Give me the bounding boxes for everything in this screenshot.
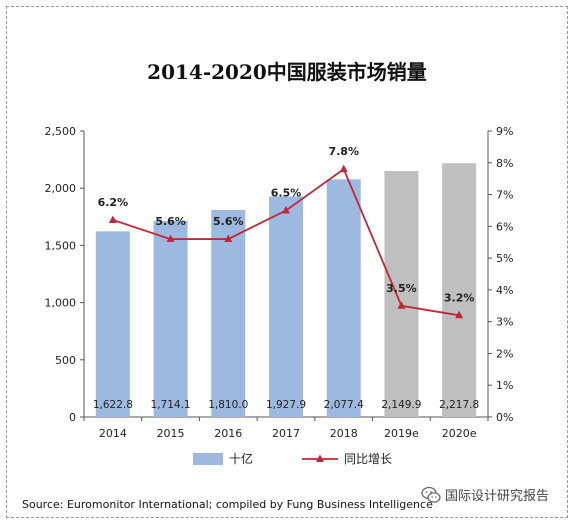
frame-border-left: [6, 6, 7, 518]
y-tick-left-label: 1,500: [45, 239, 77, 252]
legend-bar-label: 十亿: [229, 451, 253, 466]
bar-value-label: 1,927.9: [266, 399, 306, 411]
growth-value-label: 6.2%: [98, 196, 129, 209]
bar-value-label: 1,810.0: [208, 399, 248, 411]
growth-point: [397, 301, 406, 309]
growth-point: [224, 234, 233, 243]
x-tick-label: 2017: [272, 427, 300, 440]
x-tick-label: 2018: [330, 427, 358, 440]
growth-point: [282, 205, 290, 214]
y-tick-right-label: 2%: [496, 347, 513, 360]
bar: [326, 179, 361, 417]
x-tick-label: 2016: [214, 427, 242, 440]
bar-value-label: 2,149.9: [381, 399, 421, 411]
watermark-text: 国际设计研究报告: [445, 489, 550, 504]
source-note: Source: Euromonitor International; compi…: [22, 498, 433, 511]
growth-point: [455, 310, 464, 319]
bar-value-label: 2,077.4: [324, 399, 364, 411]
y-tick-right-label: 4%: [496, 284, 513, 297]
growth-value-label: 3.5%: [386, 282, 417, 295]
bar-value-label: 1,714.1: [151, 399, 191, 411]
y-tick-right-label: 0%: [496, 411, 513, 424]
frame-border-bottom: [6, 517, 568, 518]
growth-point: [339, 164, 348, 173]
growth-value-label: 7.8%: [328, 145, 359, 158]
y-tick-right-label: 1%: [496, 379, 513, 392]
legend-line-label: 同比增长: [344, 452, 392, 466]
bar: [95, 231, 130, 417]
growth-value-label: 3.2%: [444, 291, 475, 304]
y-tick-left-label: 1,000: [45, 297, 77, 310]
chart-title: 2014-2020中国服装市场销量: [147, 60, 427, 84]
y-tick-right-label: 5%: [496, 252, 513, 265]
legend-bar-swatch: [193, 453, 223, 465]
bar: [384, 171, 419, 417]
wechat-icon: [421, 486, 441, 503]
y-tick-left-label: 2,000: [45, 182, 77, 195]
y-tick-right-label: 7%: [496, 189, 513, 202]
y-tick-right-label: 6%: [496, 220, 513, 233]
frame-border-top: [6, 6, 568, 7]
bar: [211, 209, 246, 417]
y-tick-left-label: 0: [69, 411, 76, 424]
bar: [442, 163, 477, 417]
legend-line-marker: [316, 454, 324, 462]
x-tick-label: 2015: [157, 427, 185, 440]
y-tick-left-label: 500: [55, 354, 76, 367]
x-tick-label: 2019e: [384, 427, 419, 440]
bar: [269, 196, 303, 417]
growth-value-label: 5.6%: [213, 215, 244, 228]
bar: [153, 220, 188, 417]
growth-point: [108, 215, 117, 223]
growth-value-label: 6.5%: [271, 186, 302, 199]
watermark: 国际设计研究报告: [421, 485, 549, 504]
y-tick-right-label: 9%: [496, 125, 513, 138]
x-tick-label: 2014: [99, 427, 127, 440]
y-tick-right-label: 3%: [496, 316, 513, 329]
y-tick-left-label: 2,500: [45, 125, 77, 138]
frame-border-right: [567, 6, 568, 518]
growth-point: [166, 234, 175, 243]
x-tick-label: 2020e: [442, 427, 477, 440]
y-tick-right-label: 8%: [496, 157, 513, 170]
bar-value-label: 2,217.8: [439, 399, 479, 411]
growth-value-label: 5.6%: [155, 215, 186, 228]
bar-value-label: 1,622.8: [93, 399, 133, 411]
